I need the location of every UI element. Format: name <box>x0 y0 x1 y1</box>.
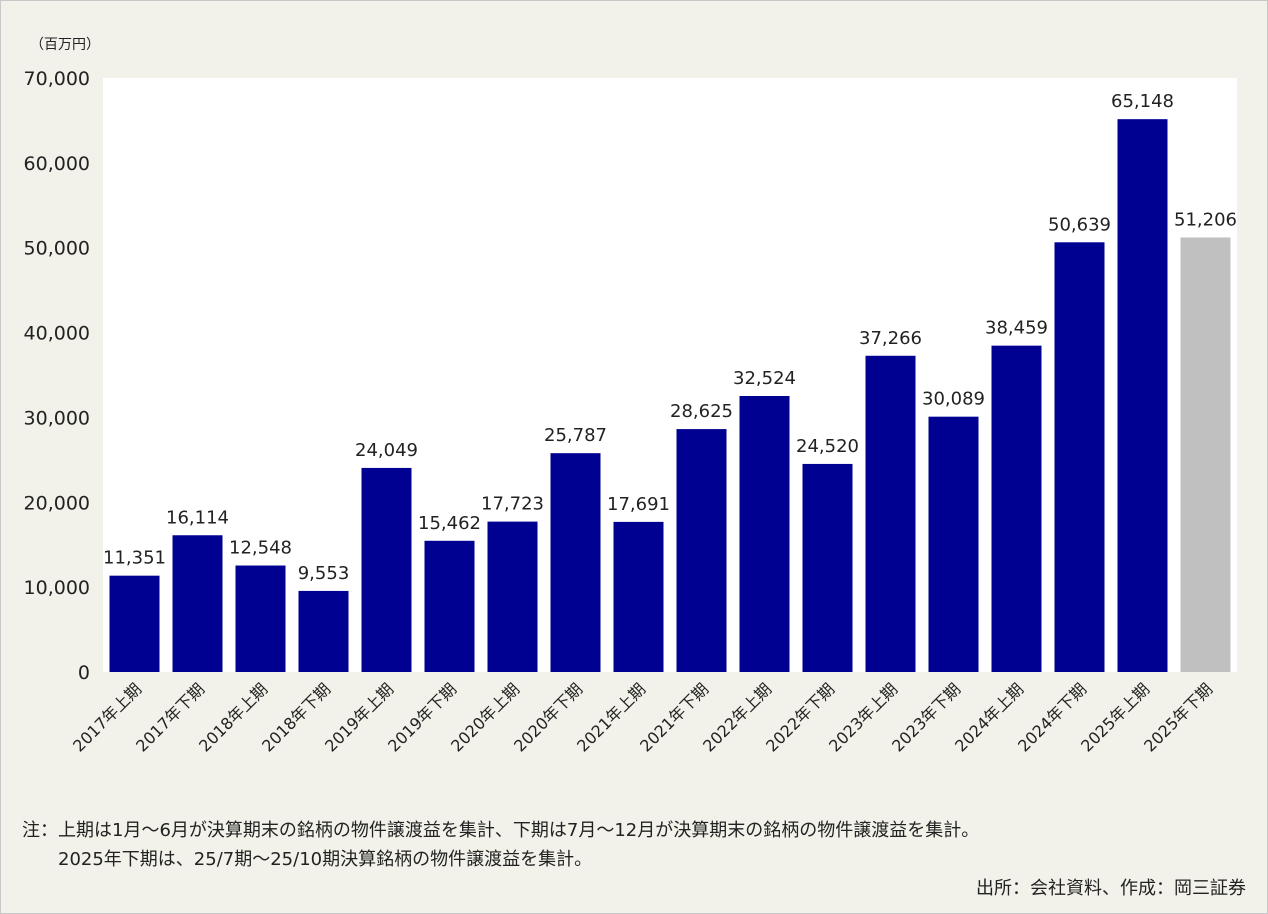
bar <box>1054 242 1105 672</box>
data-label: 28,625 <box>670 401 733 422</box>
source-note: 出所：会社資料、作成：岡三証券 <box>976 878 1246 899</box>
data-label: 15,462 <box>418 513 481 534</box>
bar <box>550 453 601 672</box>
bar <box>802 463 853 672</box>
data-label: 38,459 <box>985 318 1048 339</box>
bar <box>865 355 916 672</box>
data-label: 24,520 <box>796 436 859 457</box>
data-label: 65,148 <box>1111 91 1174 112</box>
bar <box>613 521 664 672</box>
note-line-2: 2025年下期は、25/7期～25/10期決算銘柄の物件譲渡益を集計。 <box>58 849 593 870</box>
data-label: 32,524 <box>733 368 796 389</box>
data-label: 25,787 <box>544 425 607 446</box>
bar <box>235 565 286 672</box>
data-label: 24,049 <box>355 440 418 461</box>
y-tick-label: 70,000 <box>24 68 90 90</box>
data-label: 51,206 <box>1174 209 1237 230</box>
data-label: 17,691 <box>607 494 670 515</box>
bar <box>172 535 223 672</box>
bar <box>928 416 979 672</box>
note-line-1: 注：上期は1月～6月が決算期末の銘柄の物件譲渡益を集計、下期は7月～12月が決算… <box>22 820 980 841</box>
y-tick-label: 60,000 <box>24 153 90 175</box>
y-tick-label: 0 <box>78 662 90 684</box>
x-tick-label: 2025年下期 <box>1140 679 1216 755</box>
y-unit-label: （百万円） <box>30 37 100 53</box>
data-label: 12,548 <box>229 538 292 559</box>
bar <box>298 590 349 672</box>
bar <box>1180 237 1231 672</box>
data-label: 30,089 <box>922 389 985 410</box>
data-label: 9,553 <box>298 563 350 584</box>
data-label: 11,351 <box>103 548 166 569</box>
data-label: 16,114 <box>166 507 229 528</box>
y-tick-label: 40,000 <box>24 323 90 345</box>
y-tick-label: 30,000 <box>24 407 90 429</box>
bar <box>487 521 538 672</box>
bar <box>991 345 1042 672</box>
data-label: 50,639 <box>1048 214 1111 235</box>
bar <box>424 540 475 672</box>
bar <box>1117 119 1168 673</box>
y-tick-label: 10,000 <box>24 577 90 599</box>
plot-area <box>103 78 1237 672</box>
bar <box>676 429 727 672</box>
bar <box>361 467 412 672</box>
bar <box>109 575 160 672</box>
bar <box>739 396 790 672</box>
data-label: 17,723 <box>481 494 544 515</box>
data-label: 37,266 <box>859 328 922 349</box>
y-tick-label: 20,000 <box>24 492 90 514</box>
y-tick-label: 50,000 <box>24 238 90 260</box>
